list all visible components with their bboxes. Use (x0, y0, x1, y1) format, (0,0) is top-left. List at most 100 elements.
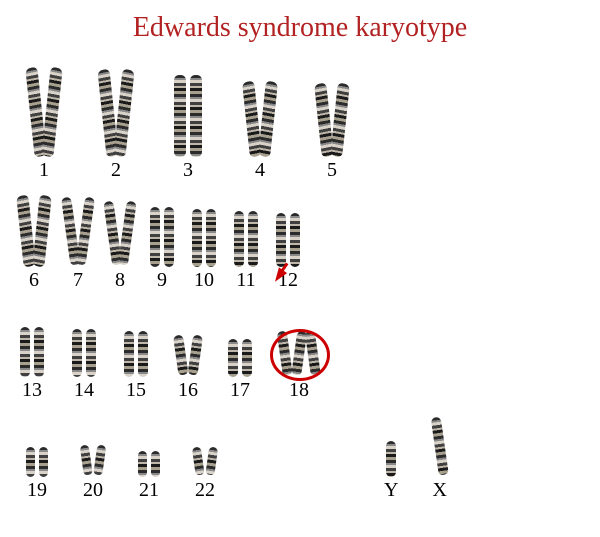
chromosome-icon (72, 329, 82, 377)
chromosome-icon (305, 331, 321, 376)
chromosome-cell-8: 8 (108, 177, 132, 292)
chromosome-label: 21 (139, 479, 159, 502)
chromosome-icon (138, 451, 147, 477)
chromosome-pair (280, 287, 318, 377)
chromosome-icon (80, 445, 93, 476)
chromosome-cell-9: 9 (150, 177, 174, 292)
chromosome-icon (174, 75, 186, 157)
chromosome-label: 5 (327, 159, 337, 182)
chromosome-row-1: 1234 5 (20, 62, 580, 182)
chromosome-icon (290, 213, 300, 267)
chromosome-cell-21: 21 (138, 407, 160, 502)
chromosome-icon (228, 339, 238, 377)
chromosome-icon (277, 331, 293, 376)
chromosome-icon (242, 339, 252, 377)
chromosome-pair (102, 63, 130, 157)
chromosome-row-4: 19 20 21 22 Y X (20, 402, 580, 502)
chromosome-pair (435, 407, 445, 477)
chromosome-icon (150, 207, 160, 267)
chromosome-label: 15 (126, 379, 146, 402)
chromosome-icon (76, 197, 95, 266)
chromosome-cell-5: 5 (318, 63, 346, 182)
chromosome-cell-2: 2 (102, 63, 130, 182)
chromosome-label: 9 (157, 269, 167, 292)
chromosome-icon (248, 211, 258, 267)
diagram-title: Edwards syndrome karyotype (0, 12, 600, 44)
chromosome-label: 13 (22, 379, 42, 402)
chromosome-cell-11: 11 (234, 177, 258, 292)
chromosome-pair (72, 287, 96, 377)
chromosome-icon (39, 447, 48, 477)
chromosome-cell-7: 7 (66, 177, 90, 292)
chromosome-icon (190, 75, 202, 157)
chromosome-pair (246, 63, 274, 157)
chromosome-cell-13: 13 (20, 287, 44, 402)
chromosome-icon (26, 447, 35, 477)
chromosome-icon (41, 67, 62, 158)
chromosome-icon (258, 80, 278, 157)
karyotype-grid: 1234 5 6789101112 13 14 15 16 17 18 19 20 21 22 Y X (20, 62, 580, 517)
chromosome-icon (113, 68, 134, 157)
chromosome-icon (93, 445, 106, 476)
chromosome-icon (151, 451, 160, 477)
chromosome-cell-19: 19 (26, 407, 48, 502)
chromosome-pair (124, 287, 148, 377)
chromosome-cell-18: 18 (280, 287, 318, 402)
chromosome-label: 17 (230, 379, 250, 402)
chromosome-label: 14 (74, 379, 94, 402)
chromosome-pair (228, 287, 252, 377)
chromosome-pair (20, 177, 48, 267)
chromosome-pair (108, 177, 132, 267)
chromosome-icon (118, 201, 137, 266)
chromosome-pair (192, 177, 216, 267)
chromosome-pair (386, 407, 396, 477)
chromosome-icon (192, 209, 202, 267)
chromosome-cell-20: 20 (82, 407, 104, 502)
chromosome-cell-3: 3 (174, 63, 202, 182)
chromosome-pair (138, 407, 160, 477)
chromosome-icon (34, 327, 44, 377)
chromosome-row-3: 13 14 15 16 17 18 (20, 292, 580, 402)
chromosome-icon (32, 194, 51, 267)
chromosome-label: 20 (83, 479, 103, 502)
chromosome-row-2: 6789101112 (20, 182, 580, 292)
chromosome-label: X (432, 479, 446, 502)
chromosome-pair (150, 177, 174, 267)
chromosome-pair (194, 407, 216, 477)
chromosome-icon (86, 329, 96, 377)
chromosome-icon (20, 327, 30, 377)
chromosome-pair (176, 287, 200, 377)
chromosome-icon (205, 447, 218, 476)
chromosome-cell-1: 1 (30, 63, 58, 182)
chromosome-pair (66, 177, 90, 267)
chromosome-pair (276, 177, 300, 267)
chromosome-icon (188, 335, 203, 376)
chromosome-pair (26, 407, 48, 477)
chromosome-pair (20, 287, 44, 377)
chromosome-label: 16 (178, 379, 198, 402)
chromosome-cell-6: 6 (20, 177, 48, 292)
chromosome-icon (386, 441, 396, 477)
chromosome-pair (30, 63, 58, 157)
chromosome-icon (164, 207, 174, 267)
chromosome-pair (82, 407, 104, 477)
chromosome-icon (192, 447, 205, 476)
chromosome-icon (234, 211, 244, 267)
chromosome-icon (138, 331, 148, 377)
chromosome-cell-4: 4 (246, 63, 274, 182)
chromosome-icon (430, 417, 448, 476)
chromosome-pair (174, 63, 202, 157)
chromosome-icon (330, 82, 350, 157)
chromosome-label: 22 (195, 479, 215, 502)
chromosome-cell-16: 16 (176, 287, 200, 402)
chromosome-label: 18 (289, 379, 309, 402)
chromosome-label: 19 (27, 479, 47, 502)
chromosome-icon (124, 331, 134, 377)
chromosome-cell-17: 17 (228, 287, 252, 402)
chromosome-icon (206, 209, 216, 267)
chromosome-pair (318, 63, 346, 157)
chromosome-cell-15: 15 (124, 287, 148, 402)
chromosome-cell-Y: Y (384, 407, 398, 502)
chromosome-label: Y (384, 479, 398, 502)
chromosome-cell-X: X (432, 407, 446, 502)
